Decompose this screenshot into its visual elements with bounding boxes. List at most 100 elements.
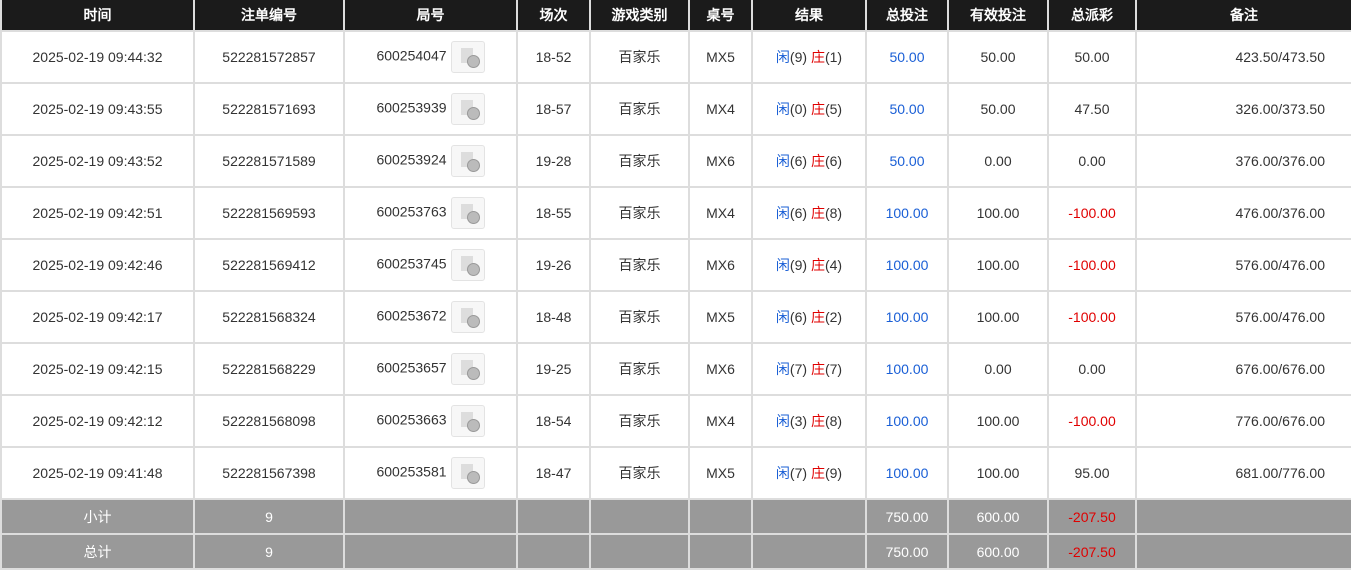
summary-count: 9 xyxy=(193,533,345,570)
banker-points: (8) xyxy=(824,413,843,429)
shoe-cell: 18-55 xyxy=(516,186,591,240)
table-cell: MX6 xyxy=(688,238,753,292)
game-type-cell: 百家乐 xyxy=(589,394,690,448)
payout-cell: 95.00 xyxy=(1047,446,1137,500)
result-cell: 闲(9) 庄(4) xyxy=(751,238,867,292)
player-points: (9) xyxy=(789,257,808,273)
valid-bet-cell: 0.00 xyxy=(947,342,1049,396)
table-row: 2025-02-19 09:43:55 522281571693 6002539… xyxy=(0,82,1351,136)
bet-id-cell: 522281571693 xyxy=(193,82,345,136)
table-cell: MX5 xyxy=(688,446,753,500)
remark-cell: 376.00/376.00 xyxy=(1135,134,1351,188)
shoe-cell: 19-28 xyxy=(516,134,591,188)
player-label: 闲 xyxy=(775,413,790,429)
game-type-cell: 百家乐 xyxy=(589,446,690,500)
time-cell: 2025-02-19 09:42:46 xyxy=(0,238,195,292)
game-type-cell: 百家乐 xyxy=(589,290,690,344)
summary-payout: -207.50 xyxy=(1047,498,1137,535)
video-replay-icon[interactable] xyxy=(450,93,485,125)
total-bet-cell: 50.00 xyxy=(865,30,949,84)
video-replay-icon[interactable] xyxy=(450,41,485,73)
game-type-cell: 百家乐 xyxy=(589,186,690,240)
round-number: 600253763 xyxy=(376,203,447,220)
summary-label: 总计 xyxy=(0,533,195,570)
column-header-result: 结果 xyxy=(751,0,867,32)
total-bet-cell: 100.00 xyxy=(865,290,949,344)
result-cell: 闲(0) 庄(5) xyxy=(751,82,867,136)
column-header-payout: 总派彩 xyxy=(1047,0,1137,32)
round-number: 600253939 xyxy=(376,99,447,116)
time-cell: 2025-02-19 09:42:15 xyxy=(0,342,195,396)
banker-label: 庄 xyxy=(810,413,825,429)
total-bet-cell: 50.00 xyxy=(865,82,949,136)
result-cell: 闲(6) 庄(6) xyxy=(751,134,867,188)
payout-cell: 47.50 xyxy=(1047,82,1137,136)
summary-row: 小计 9 750.00 600.00 -207.50 xyxy=(0,498,1351,535)
empty-cell xyxy=(589,533,690,570)
summary-row: 总计 9 750.00 600.00 -207.50 xyxy=(0,533,1351,570)
video-replay-icon[interactable] xyxy=(450,353,485,385)
video-replay-icon[interactable] xyxy=(450,405,485,437)
table-header: 时间 注单编号 局号 场次 游戏类别 桌号 结果 总投注 有效投注 总派彩 备注 xyxy=(0,0,1351,32)
total-bet-cell: 50.00 xyxy=(865,134,949,188)
video-replay-icon[interactable] xyxy=(450,301,485,333)
video-replay-icon[interactable] xyxy=(450,249,485,281)
banker-label: 庄 xyxy=(810,257,825,273)
table-row: 2025-02-19 09:41:48 522281567398 6002535… xyxy=(0,446,1351,500)
video-replay-icon[interactable] xyxy=(450,145,485,177)
banker-points: (8) xyxy=(824,205,843,221)
bet-id-cell: 522281569593 xyxy=(193,186,345,240)
payout-cell: -100.00 xyxy=(1047,186,1137,240)
banker-label: 庄 xyxy=(810,465,825,481)
time-cell: 2025-02-19 09:43:52 xyxy=(0,134,195,188)
banker-label: 庄 xyxy=(810,153,825,169)
result-cell: 闲(3) 庄(8) xyxy=(751,394,867,448)
banker-points: (1) xyxy=(824,49,843,65)
bet-id-cell: 522281568229 xyxy=(193,342,345,396)
game-type-cell: 百家乐 xyxy=(589,82,690,136)
valid-bet-cell: 0.00 xyxy=(947,134,1049,188)
bet-id-cell: 522281569412 xyxy=(193,238,345,292)
remark-cell: 676.00/676.00 xyxy=(1135,342,1351,396)
time-cell: 2025-02-19 09:44:32 xyxy=(0,30,195,84)
table-row: 2025-02-19 09:43:52 522281571589 6002539… xyxy=(0,134,1351,188)
round-number: 600253672 xyxy=(376,307,447,324)
result-cell: 闲(9) 庄(1) xyxy=(751,30,867,84)
valid-bet-cell: 50.00 xyxy=(947,30,1049,84)
valid-bet-cell: 50.00 xyxy=(947,82,1049,136)
game-type-cell: 百家乐 xyxy=(589,342,690,396)
valid-bet-cell: 100.00 xyxy=(947,446,1049,500)
remark-cell: 576.00/476.00 xyxy=(1135,238,1351,292)
empty-cell xyxy=(516,498,591,535)
table-cell: MX4 xyxy=(688,82,753,136)
round-cell: 600253663 xyxy=(343,394,518,448)
player-label: 闲 xyxy=(775,465,790,481)
bet-id-cell: 522281568324 xyxy=(193,290,345,344)
round-number: 600253657 xyxy=(376,359,447,376)
shoe-cell: 18-47 xyxy=(516,446,591,500)
banker-label: 庄 xyxy=(810,309,825,325)
result-cell: 闲(6) 庄(2) xyxy=(751,290,867,344)
table-cell: MX4 xyxy=(688,186,753,240)
valid-bet-cell: 100.00 xyxy=(947,394,1049,448)
payout-cell: -100.00 xyxy=(1047,394,1137,448)
remark-cell: 776.00/676.00 xyxy=(1135,394,1351,448)
video-replay-icon[interactable] xyxy=(450,457,485,489)
banker-points: (6) xyxy=(824,153,843,169)
payout-cell: -100.00 xyxy=(1047,238,1137,292)
empty-cell xyxy=(688,498,753,535)
banker-label: 庄 xyxy=(810,205,825,221)
remark-cell: 576.00/476.00 xyxy=(1135,290,1351,344)
video-replay-icon[interactable] xyxy=(450,197,485,229)
player-label: 闲 xyxy=(775,361,790,377)
shoe-cell: 18-57 xyxy=(516,82,591,136)
empty-cell xyxy=(1135,498,1351,535)
remark-cell: 476.00/376.00 xyxy=(1135,186,1351,240)
round-cell: 600253939 xyxy=(343,82,518,136)
payout-cell: -100.00 xyxy=(1047,290,1137,344)
column-header-time: 时间 xyxy=(0,0,195,32)
column-header-valid-bet: 有效投注 xyxy=(947,0,1049,32)
round-cell: 600253672 xyxy=(343,290,518,344)
payout-cell: 0.00 xyxy=(1047,134,1137,188)
player-points: (6) xyxy=(789,153,808,169)
